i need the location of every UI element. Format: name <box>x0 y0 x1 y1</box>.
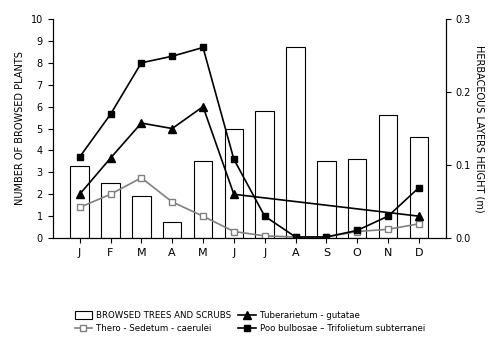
Bar <box>224 129 243 238</box>
Bar <box>194 161 212 238</box>
Bar <box>317 161 336 238</box>
Bar <box>132 196 150 238</box>
Y-axis label: HERBACEOUS LAYERS HEIGHT (m): HERBACEOUS LAYERS HEIGHT (m) <box>475 45 485 212</box>
Bar <box>348 159 366 238</box>
Bar <box>410 137 428 238</box>
Bar <box>379 115 398 238</box>
Bar <box>163 222 182 238</box>
Legend: BROWSED TREES AND SCRUBS, Thero - Sedetum - caerulei, Tuberarietum - gutatae, Po: BROWSED TREES AND SCRUBS, Thero - Sedetu… <box>72 308 428 337</box>
Bar <box>70 166 89 238</box>
Bar <box>256 111 274 238</box>
Bar <box>286 47 305 238</box>
Bar <box>102 183 120 238</box>
Y-axis label: NUMBER OF BROWSED PLANTS: NUMBER OF BROWSED PLANTS <box>15 51 25 206</box>
